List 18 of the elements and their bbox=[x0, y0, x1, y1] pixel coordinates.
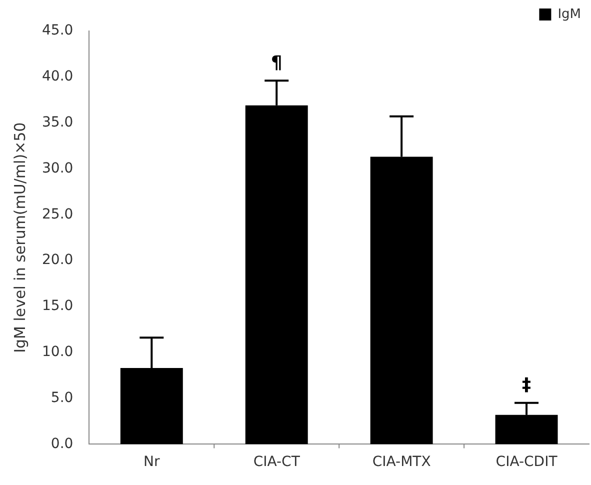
y-tick-label: 25.0 bbox=[42, 206, 74, 222]
y-tick-label: 0.0 bbox=[50, 436, 74, 452]
x-tick-label: CIA-CT bbox=[253, 454, 300, 470]
y-axis-title: IgM level in serum(mU/ml)×50 bbox=[10, 122, 29, 353]
y-tick-label: 15.0 bbox=[42, 298, 74, 314]
y-tick-label: 20.0 bbox=[42, 252, 74, 268]
annotation: ¶ bbox=[270, 52, 282, 74]
x-tick-label: Nr bbox=[144, 454, 160, 470]
annotation: ‡ bbox=[522, 374, 532, 396]
legend-label: IgM bbox=[558, 6, 582, 22]
x-tick-label: CIA-MTX bbox=[372, 454, 432, 470]
y-tick-label: 30.0 bbox=[42, 160, 74, 176]
y-tick-label: 40.0 bbox=[42, 68, 74, 85]
y-tick-label: 45.0 bbox=[42, 22, 74, 39]
x-tick-label: CIA-CDIT bbox=[496, 454, 558, 470]
y-tick-label: 10.0 bbox=[42, 344, 74, 360]
y-tick-label: 35.0 bbox=[42, 114, 74, 130]
y-tick-label: 5.0 bbox=[50, 390, 74, 406]
